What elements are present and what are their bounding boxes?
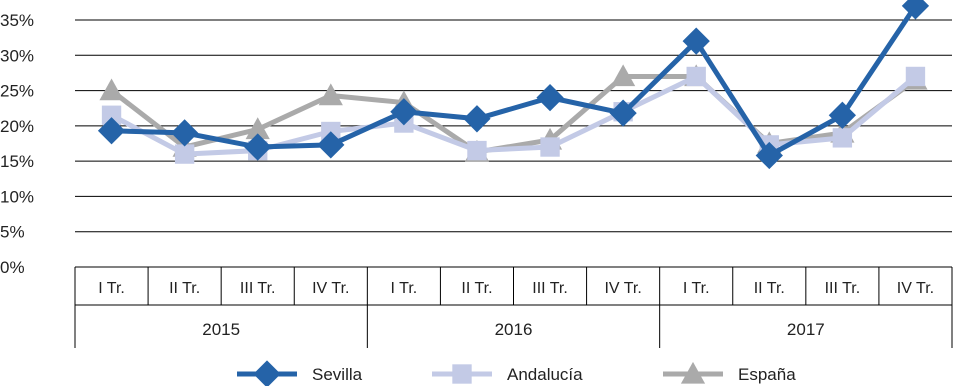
x-tick-label: II Tr.: [169, 280, 200, 297]
data-point: [832, 128, 853, 148]
x-tick-label: III Tr.: [825, 280, 861, 297]
data-point: [452, 364, 472, 384]
gridlines: [75, 19, 952, 268]
x-tick-label: II Tr.: [754, 280, 785, 297]
series-line: [111, 4, 918, 158]
data-point: [609, 99, 637, 127]
y-tick-label: 35%: [0, 11, 34, 30]
x-group-label: 2015: [202, 320, 240, 339]
legend-item: Andalucía: [432, 364, 583, 384]
data-point: [463, 105, 491, 133]
y-axis-ticks: 0% 5% 10% 15% 20% 25% 30% 35%: [0, 11, 34, 277]
x-tick-label: IV Tr.: [312, 280, 349, 297]
data-point: [540, 137, 560, 157]
legend-label: Sevilla: [312, 365, 363, 384]
legend-label: Andalucía: [507, 365, 583, 384]
data-point: [755, 141, 783, 170]
y-tick-label: 5%: [0, 223, 25, 242]
legend: Sevilla Andalucía España: [237, 360, 796, 386]
data-point: [101, 105, 122, 125]
x-tick-label: I Tr.: [391, 280, 418, 297]
data-point: [317, 131, 345, 159]
x-tick-label: I Tr.: [683, 280, 710, 297]
x-group-label: 2017: [787, 320, 825, 339]
x-tick-label: III Tr.: [532, 280, 568, 297]
data-point: [97, 117, 126, 145]
y-tick-label: 15%: [0, 152, 34, 171]
data-point: [170, 119, 199, 147]
x-tick-label: III Tr.: [240, 280, 276, 297]
x-tick-label: IV Tr.: [897, 280, 934, 297]
data-point: [253, 360, 281, 386]
data-point: [828, 101, 857, 129]
data-point: [174, 144, 195, 164]
data-point: [682, 27, 710, 55]
data-point: [536, 83, 564, 112]
y-tick-label: 20%: [0, 117, 34, 136]
y-tick-label: 25%: [0, 82, 34, 101]
data-point: [390, 98, 418, 126]
x-tick-label: II Tr.: [461, 280, 492, 297]
data-point: [318, 83, 343, 106]
legend-item: España: [663, 361, 796, 384]
y-tick-label: 10%: [0, 187, 34, 206]
series-layer: [97, 0, 930, 170]
x-tick-label: I Tr.: [98, 280, 125, 297]
data-point: [611, 64, 636, 87]
data-point: [244, 133, 272, 161]
x-group-label: 2016: [495, 320, 533, 339]
series-sevilla: [97, 0, 930, 170]
x-axis: I Tr. II Tr. III Tr. IV Tr. I Tr. II Tr. III T…: [74, 267, 953, 348]
data-point: [467, 140, 487, 161]
series-line: [110, 73, 918, 157]
data-point: [680, 361, 706, 384]
data-point: [245, 117, 270, 140]
data-point: [905, 66, 926, 87]
data-point: [686, 66, 706, 87]
data-point: [99, 78, 124, 101]
y-tick-label: 30%: [0, 46, 34, 65]
y-tick-label: 0%: [0, 258, 25, 277]
series-andalucía: [101, 66, 926, 164]
legend-label: España: [738, 365, 796, 384]
legend-item: Sevilla: [237, 360, 363, 386]
x-tick-label: IV Tr.: [604, 280, 641, 297]
data-point: [901, 0, 930, 20]
